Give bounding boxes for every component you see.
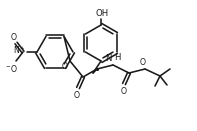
Text: O: O — [11, 33, 17, 42]
Text: H: H — [114, 53, 120, 62]
Text: N: N — [106, 54, 112, 63]
Text: OH: OH — [95, 9, 109, 18]
Text: O: O — [74, 91, 80, 100]
Text: O: O — [121, 87, 127, 96]
Text: $^-$O: $^-$O — [4, 63, 18, 74]
Text: O: O — [140, 58, 146, 67]
Text: N$^+$: N$^+$ — [13, 44, 26, 56]
Text: O: O — [62, 62, 68, 71]
